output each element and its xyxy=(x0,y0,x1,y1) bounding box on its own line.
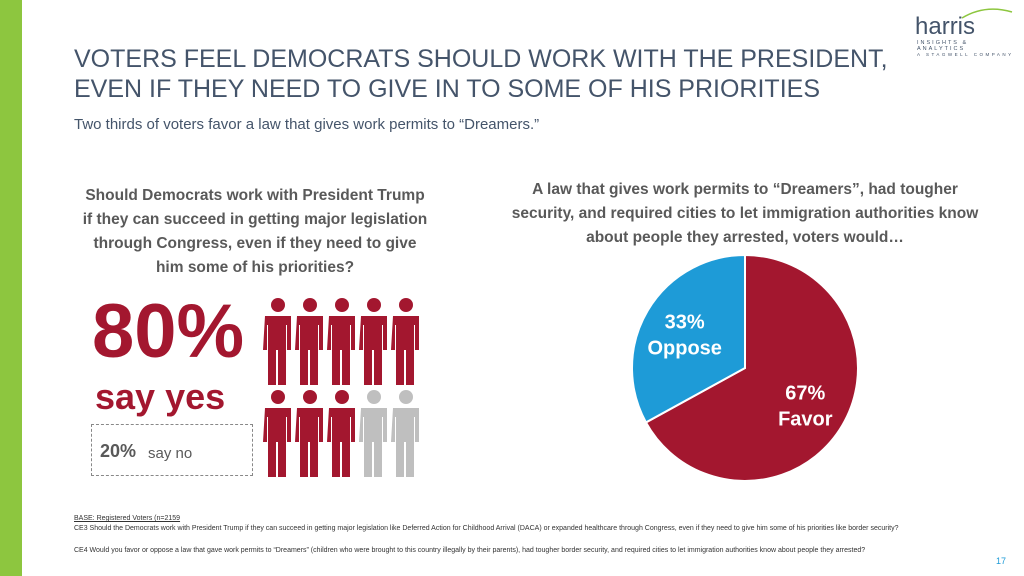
footer-base: BASE: Registered Voters (n=2159 xyxy=(74,515,181,522)
person-head xyxy=(335,390,349,404)
page-number: 17 xyxy=(996,556,1007,566)
person-body xyxy=(359,316,387,385)
no-value: 20% xyxy=(100,441,137,461)
person-head xyxy=(271,390,285,404)
person-body xyxy=(391,408,419,477)
logo-name: harris xyxy=(915,13,976,40)
person-icon xyxy=(391,298,419,385)
person-head xyxy=(367,390,381,404)
slice-category-label: Oppose xyxy=(647,337,721,359)
no-box: 20% say no xyxy=(91,424,253,476)
accent-bar xyxy=(0,0,22,576)
graphics: 67% Favor 33% Oppose xyxy=(263,8,1013,482)
person-body xyxy=(263,408,291,477)
no-text: say no xyxy=(148,445,193,462)
person-head xyxy=(271,298,285,312)
person-head xyxy=(399,390,413,404)
person-body xyxy=(327,316,355,385)
person-body xyxy=(295,316,323,385)
yes-text: say yes xyxy=(95,376,226,417)
pie-slice xyxy=(644,253,859,482)
person-head xyxy=(303,298,317,312)
person-icon xyxy=(263,390,291,477)
title-line: VOTERS FEEL DEMOCRATS SHOULD WORK WITH T… xyxy=(74,45,888,73)
footer-note: CE4 Would you favor or oppose a law that… xyxy=(74,547,866,554)
person-icon xyxy=(327,390,355,477)
person-icon xyxy=(263,298,291,385)
slice-category-label: Favor xyxy=(778,409,833,431)
person-icon xyxy=(295,298,323,385)
title-line: EVEN IF THEY NEED TO GIVE IN TO SOME OF … xyxy=(74,75,820,103)
footer-note: CE3 Should the Democrats work with Presi… xyxy=(74,525,899,532)
chart-title: A law that gives work permits to “Dreame… xyxy=(511,181,979,246)
person-body xyxy=(359,408,387,477)
person-icon xyxy=(359,298,387,385)
logo-company: A STAGWELL COMPANY xyxy=(917,52,1014,57)
slice-value-label: 33% xyxy=(665,311,705,333)
question: Should Democrats work with President Tru… xyxy=(82,187,428,276)
person-icon xyxy=(391,390,419,477)
person-icon xyxy=(327,298,355,385)
person-body xyxy=(295,408,323,477)
person-head xyxy=(335,298,349,312)
person-head xyxy=(367,298,381,312)
logo-swoosh xyxy=(961,8,1013,19)
logo: harris INSIGHTS & ANALYTICS A STAGWELL C… xyxy=(905,13,1015,58)
person-head xyxy=(303,390,317,404)
person-head xyxy=(399,298,413,312)
person-icon xyxy=(295,390,323,477)
yes-value: 80% xyxy=(92,289,245,374)
person-icon xyxy=(359,390,387,477)
person-body xyxy=(391,316,419,385)
person-body xyxy=(263,316,291,385)
person-body xyxy=(327,408,355,477)
logo-tagline: INSIGHTS & ANALYTICS xyxy=(917,40,969,52)
pie-slice xyxy=(631,253,746,424)
subtitle: Two thirds of voters favor a law that gi… xyxy=(74,116,540,133)
title: VOTERS FEEL DEMOCRATS SHOULD WORK WITH T… xyxy=(74,44,888,104)
slice-value-label: 67% xyxy=(785,383,825,405)
